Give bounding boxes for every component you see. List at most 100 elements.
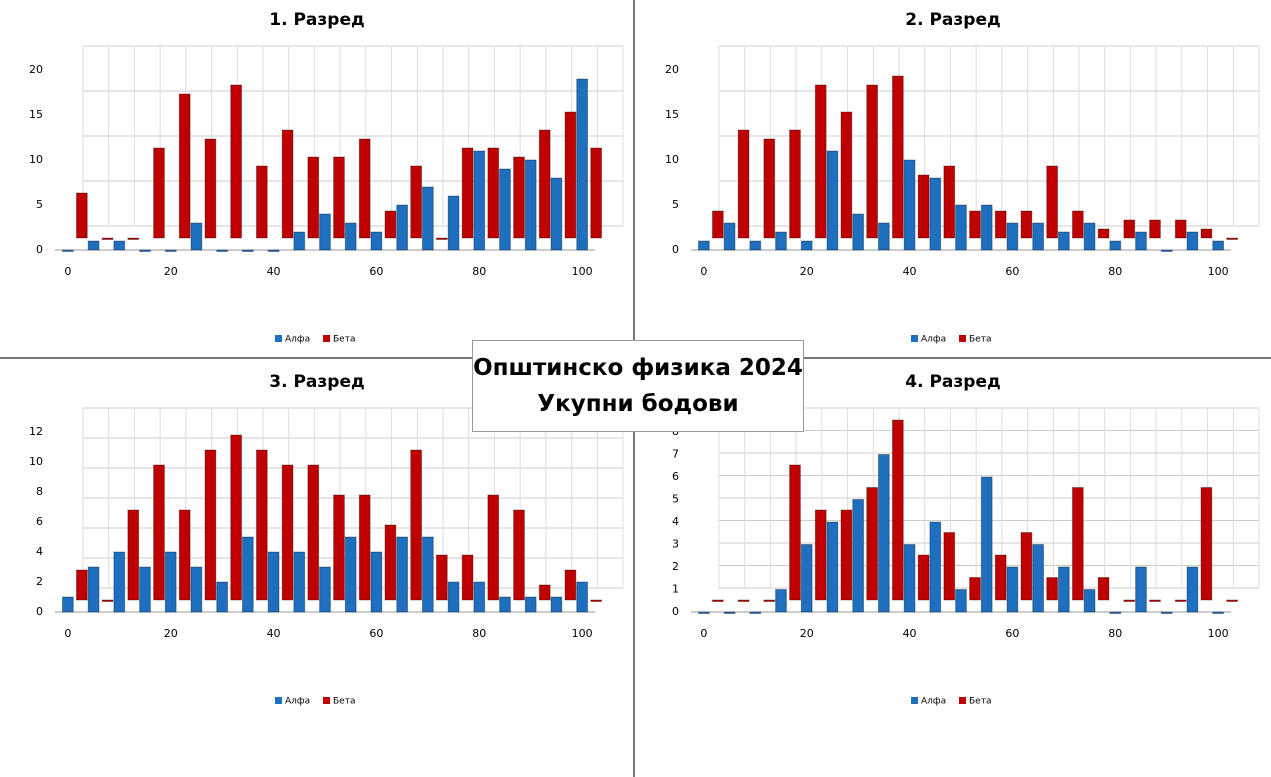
- bar: [955, 589, 967, 613]
- bar: [75, 569, 88, 601]
- bar: [994, 554, 1007, 601]
- bar: [980, 476, 993, 613]
- bar: [723, 611, 736, 614]
- bar: [396, 204, 409, 251]
- bar: [903, 159, 916, 251]
- bar: [178, 93, 191, 239]
- legend-swatch: [323, 697, 330, 704]
- bar: [994, 210, 1007, 239]
- bar: [1032, 544, 1045, 613]
- legend-label: Бета: [333, 697, 355, 707]
- bar: [877, 454, 890, 613]
- bar: [461, 147, 474, 239]
- chart: 2. Разред 0 5 10 15 20 0 20 40 60 80 100 Алфа Бета: [665, 10, 1260, 345]
- bar: [866, 487, 879, 601]
- bar: [204, 449, 217, 601]
- bar: [447, 581, 460, 613]
- y-tick-label: 12: [29, 425, 43, 438]
- x-tick-label: 100: [1208, 627, 1229, 640]
- bar: [590, 147, 603, 239]
- legend-swatch: [323, 335, 330, 342]
- bar: [840, 111, 853, 239]
- bar: [153, 147, 165, 239]
- bar: [1135, 566, 1147, 613]
- bar: [877, 222, 890, 251]
- bar: [344, 536, 357, 613]
- bar: [1071, 210, 1084, 239]
- x-tick-label: 20: [164, 627, 178, 640]
- bar: [293, 551, 306, 613]
- y-tick-label: 4: [672, 515, 679, 528]
- bar: [447, 195, 460, 251]
- x-tick-label: 40: [903, 265, 917, 278]
- main-title-box: Општинско физика 2024 Укупни бодови: [472, 340, 804, 432]
- bar: [461, 554, 474, 601]
- bar: [61, 249, 74, 252]
- bar: [255, 165, 268, 239]
- bar: [1135, 231, 1147, 251]
- chart: 1. Разред 0 5 10 15 20 0 20 40 60 80 100 Алфа Бета: [29, 10, 624, 345]
- x-tick-label: 40: [903, 627, 917, 640]
- bar: [1123, 219, 1136, 239]
- bar: [190, 222, 203, 251]
- bar: [711, 599, 724, 602]
- bar: [891, 75, 904, 239]
- bar: [139, 249, 151, 252]
- bar: [1186, 231, 1199, 251]
- x-tick-label: 0: [700, 265, 707, 278]
- bar: [737, 599, 750, 602]
- bar: [711, 210, 724, 239]
- bar: [955, 204, 967, 251]
- y-tick-label: 3: [672, 538, 679, 551]
- bar: [164, 551, 177, 613]
- y-tick-label: 4: [36, 545, 43, 558]
- bar: [87, 566, 100, 613]
- bar: [980, 204, 993, 251]
- y-tick-label: 8: [36, 485, 43, 498]
- x-tick-label: 100: [572, 627, 593, 640]
- bar: [866, 84, 879, 239]
- bar: [1212, 240, 1225, 251]
- bar: [75, 192, 88, 239]
- legend-swatch: [911, 697, 918, 704]
- bar: [1046, 165, 1059, 239]
- bar: [164, 249, 177, 252]
- legend-label: Бета: [969, 697, 991, 707]
- bar: [435, 554, 448, 601]
- bar: [550, 596, 563, 613]
- bar: [216, 249, 229, 252]
- bar: [737, 129, 750, 239]
- bar: [1123, 599, 1136, 602]
- x-tick-label: 20: [164, 265, 178, 278]
- bar: [943, 165, 956, 239]
- bar: [384, 524, 397, 601]
- x-tick-label: 40: [267, 627, 281, 640]
- bar: [1212, 611, 1225, 614]
- bar: [852, 499, 865, 613]
- x-tick-label: 80: [472, 627, 486, 640]
- y-tick-label: 20: [29, 63, 43, 76]
- bar: [1149, 599, 1161, 602]
- bar: [1149, 219, 1161, 239]
- bar: [435, 237, 448, 240]
- bar: [230, 434, 243, 601]
- bar: [319, 566, 331, 613]
- y-tick-label: 10: [665, 153, 679, 166]
- bar: [891, 419, 904, 601]
- bar: [1046, 577, 1059, 601]
- legend-swatch: [959, 335, 966, 342]
- bar: [826, 521, 839, 613]
- bar: [723, 222, 736, 251]
- bar: [1006, 566, 1019, 613]
- bar: [370, 551, 383, 613]
- bar: [576, 78, 589, 251]
- legend-swatch: [275, 335, 282, 342]
- main-title: Општинско физика 2024: [473, 355, 803, 381]
- x-tick-label: 20: [800, 627, 814, 640]
- bar: [1057, 566, 1070, 613]
- chart-title: 4. Разред: [905, 372, 1000, 392]
- bar: [370, 231, 383, 251]
- bar: [1174, 599, 1187, 602]
- bar: [487, 147, 500, 239]
- bar: [789, 464, 801, 601]
